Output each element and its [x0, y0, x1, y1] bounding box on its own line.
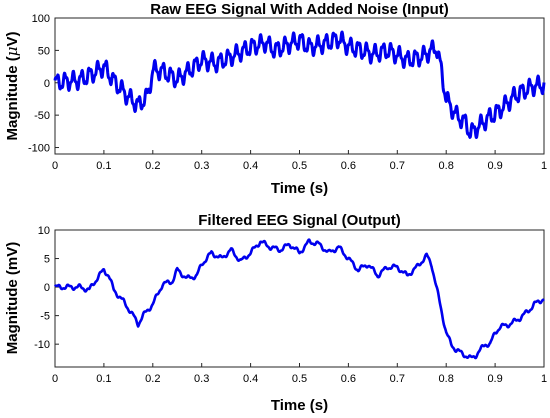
raw-signal-xtick-label: 0.1 — [96, 160, 111, 172]
raw-signal-xtick-label: 0.6 — [341, 160, 356, 172]
filtered-signal-series-line — [53, 238, 545, 360]
raw-signal-ylabel: Magnitude (μV) — [3, 32, 21, 141]
raw-signal-ytick-label: -100 — [28, 143, 50, 155]
filtered-signal-xtick-label: 0.1 — [96, 373, 111, 385]
filtered-signal-xtick-label: 0.5 — [292, 373, 307, 385]
filtered-signal-xtick-label: 0.7 — [390, 373, 405, 385]
filtered-signal-ytick-label: 0 — [44, 282, 50, 294]
raw-signal-xlabel: Time (s) — [271, 180, 328, 197]
filtered-signal-chart: 0 0.1 0.2 0.3 0.4 0.5 0.6 0.7 0.8 0.9 1 -10 -5 0 5 10 F… — [4, 212, 547, 414]
raw-signal-xtick-label: 1 — [541, 160, 547, 172]
filtered-signal-xtick-label: 1 — [541, 373, 547, 385]
filtered-signal-xtick-label: 0.8 — [439, 373, 454, 385]
filtered-signal-ytick-label: 10 — [38, 225, 50, 237]
filtered-signal-ytick-label: -10 — [34, 339, 50, 351]
filtered-signal-ticks: 0 0.1 0.2 0.3 0.4 0.5 0.6 0.7 0.8 0.9 1 -10 -5 0 5 10 — [34, 225, 547, 385]
raw-signal-xtick-label: 0.4 — [243, 160, 258, 172]
filtered-signal-xtick-label: 0.6 — [341, 373, 356, 385]
filtered-signal-ytick-label: -5 — [40, 311, 50, 323]
raw-signal-xtick-label: 0.8 — [439, 160, 454, 172]
filtered-signal-xtick-label: 0.4 — [243, 373, 258, 385]
filtered-signal-xlabel: Time (s) — [271, 397, 328, 414]
filtered-signal-title: Filtered EEG Signal (Output) — [198, 212, 401, 229]
raw-signal-series-line — [53, 30, 546, 139]
filtered-signal-ytick-label: 5 — [44, 254, 50, 266]
raw-signal-ytick-label: 50 — [38, 45, 50, 57]
raw-signal-xtick-label: 0 — [52, 160, 58, 172]
raw-signal-ylabel-pre: Magnitude ( — [4, 56, 21, 140]
filtered-signal-data — [53, 238, 545, 360]
filtered-signal-xtick-label: 0.9 — [487, 373, 502, 385]
filtered-signal-xtick-label: 0 — [52, 373, 58, 385]
raw-signal-ylabel-post: V) — [4, 32, 21, 47]
raw-signal-ticks: 0 0.1 0.2 0.3 0.4 0.5 0.6 0.7 0.8 0.9 1 -100 -50 0 50 1… — [28, 13, 547, 172]
raw-signal-title: Raw EEG Signal With Added Noise (Input) — [150, 1, 448, 18]
raw-signal-xtick-label: 0.3 — [194, 160, 209, 172]
raw-signal-ytick-label: 0 — [44, 78, 50, 90]
raw-signal-ytick-label: -50 — [34, 110, 50, 122]
filtered-signal-ylabel: Magnitude (mV) — [4, 242, 21, 355]
raw-signal-xtick-label: 0.2 — [145, 160, 160, 172]
raw-signal-data — [53, 30, 546, 139]
filtered-signal-xtick-label: 0.2 — [145, 373, 160, 385]
raw-signal-chart: 0 0.1 0.2 0.3 0.4 0.5 0.6 0.7 0.8 0.9 1 -100 -50 0 50 1… — [3, 1, 547, 197]
raw-signal-xtick-label: 0.5 — [292, 160, 307, 172]
raw-signal-ytick-label: 100 — [32, 13, 50, 25]
raw-signal-ylabel-mu: μ — [3, 47, 21, 57]
raw-signal-xtick-label: 0.7 — [390, 160, 405, 172]
raw-signal-xtick-label: 0.9 — [487, 160, 502, 172]
filtered-signal-xtick-label: 0.3 — [194, 373, 209, 385]
